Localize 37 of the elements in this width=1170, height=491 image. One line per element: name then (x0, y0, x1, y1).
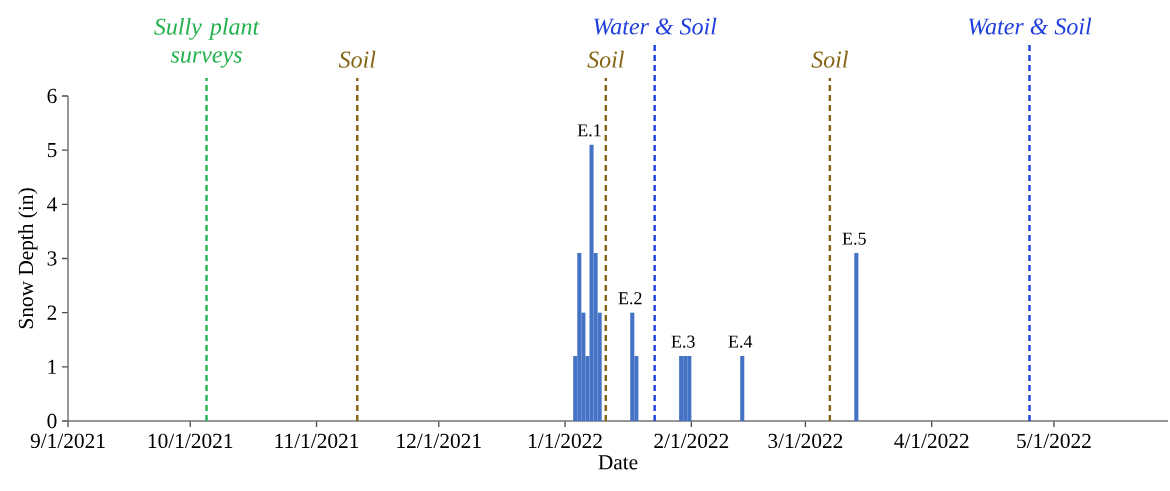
x-tick-label: 9/1/2021 (30, 433, 105, 449)
bar (679, 355, 684, 421)
annotation: E.5 (842, 232, 866, 245)
bar (589, 144, 594, 421)
x-tick-label: 1/1/2022 (529, 433, 602, 449)
bar (683, 355, 688, 421)
annotation: E.3 (671, 335, 695, 348)
y-axis-title: Snow Depth (in) (18, 188, 38, 329)
x-tick-label: 12/1/2021 (397, 433, 481, 449)
y-tick-label: 4 (47, 197, 57, 212)
ref-line-label: Sully plant surveys (154, 17, 260, 68)
ref-line-label: Soil (811, 50, 849, 68)
ref-line-label: Water & Soil (968, 17, 1092, 35)
bar (630, 312, 635, 421)
x-tick-label: 11/1/2021 (275, 433, 359, 449)
annotation: E.1 (577, 124, 601, 137)
x-tick-label: 4/1/2022 (894, 433, 969, 449)
x-tick-label: 3/1/2022 (768, 433, 843, 449)
annotation: E.4 (728, 335, 753, 348)
x-tick-label: 10/1/2021 (148, 433, 233, 449)
x-tick-label: 2/1/2022 (654, 433, 729, 449)
bar (577, 253, 582, 421)
bar (740, 355, 745, 421)
y-tick-label: 3 (47, 251, 57, 266)
y-tick-label: 0 (47, 413, 57, 429)
x-axis-title: Date (598, 455, 638, 470)
bar (687, 355, 692, 421)
ref-line-label: Soil (587, 50, 624, 68)
y-tick-label: 5 (47, 143, 57, 158)
ref-line-label: Water & Soil (594, 17, 717, 35)
y-tick-label: 1 (48, 359, 57, 374)
ref-line-label: Soil (338, 50, 376, 68)
y-tick-label: 6 (47, 88, 57, 104)
y-tick-label: 2 (47, 305, 57, 320)
x-tick-label: 5/1/2022 (1017, 433, 1091, 449)
bar (854, 253, 859, 421)
annotation: E.2 (618, 292, 642, 305)
